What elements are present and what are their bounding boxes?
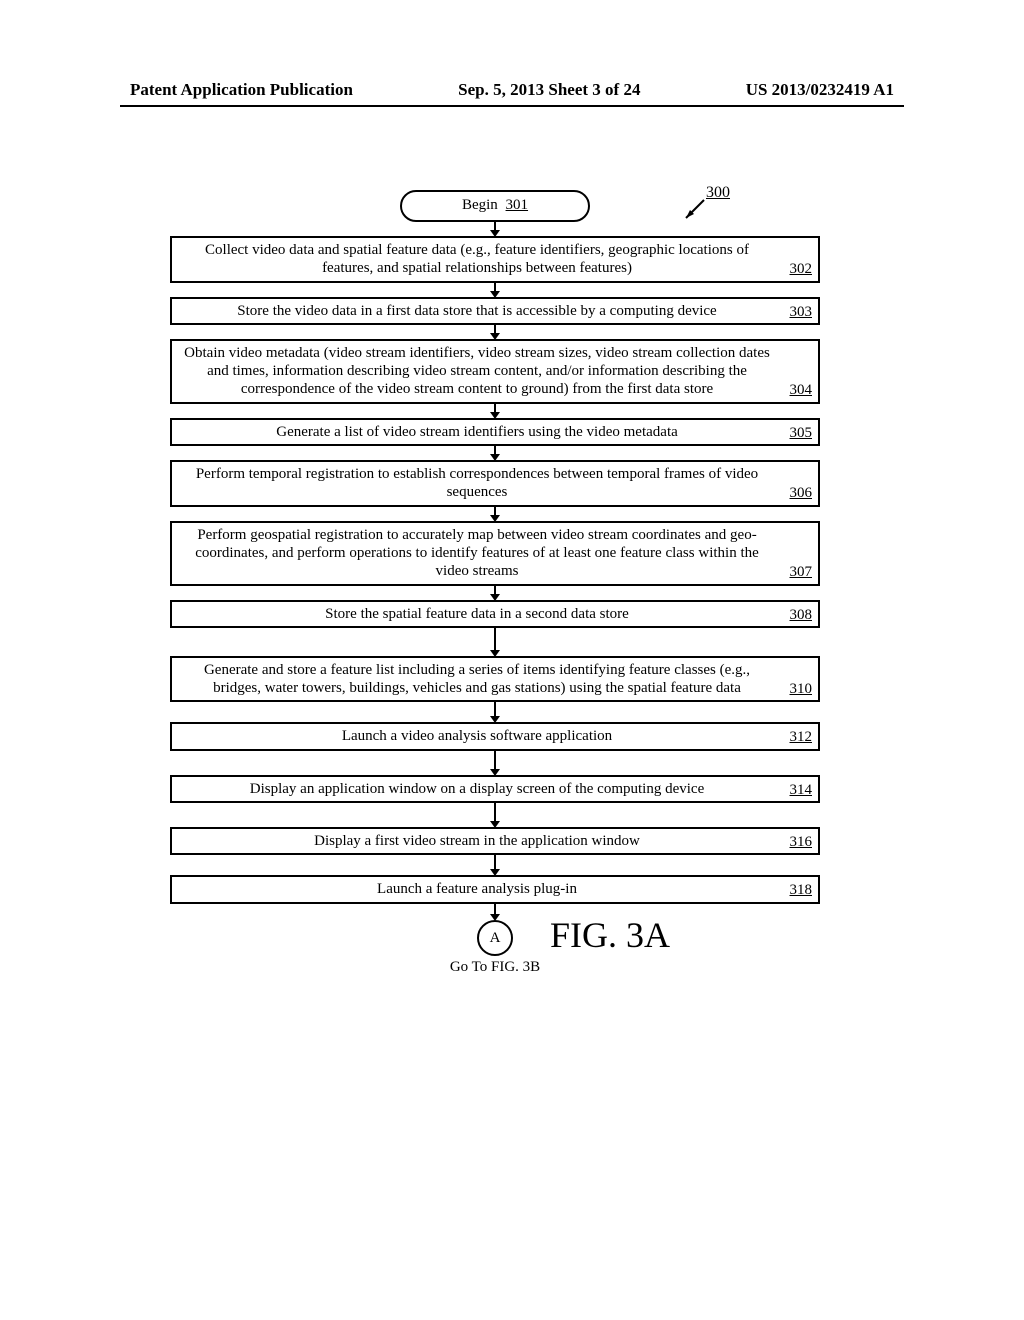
step-num: 307: [790, 563, 813, 581]
header-left: Patent Application Publication: [130, 80, 353, 100]
step-text: Generate and store a feature list includ…: [204, 662, 750, 696]
step-text: Generate a list of video stream identifi…: [276, 424, 678, 440]
arrow-icon: [170, 802, 820, 828]
step-318: Launch a feature analysis plug-in 318: [170, 875, 820, 903]
arrow-icon: [170, 854, 820, 876]
arrow-icon: [170, 750, 820, 776]
arrow-icon: [170, 585, 820, 601]
arrow-icon: [170, 701, 820, 723]
step-num: 308: [790, 606, 813, 624]
header-right: US 2013/0232419 A1: [746, 80, 894, 100]
header-center: Sep. 5, 2013 Sheet 3 of 24: [458, 80, 640, 100]
step-305: Generate a list of video stream identifi…: [170, 418, 820, 446]
step-316: Display a first video stream in the appl…: [170, 827, 820, 855]
step-text: Launch a video analysis software applica…: [342, 728, 612, 744]
step-text: Perform geospatial registration to accur…: [195, 527, 759, 580]
step-text: Store the spatial feature data in a seco…: [325, 606, 629, 622]
step-text: Store the video data in a first data sto…: [237, 303, 716, 319]
step-text: Obtain video metadata (video stream iden…: [184, 345, 770, 398]
step-text: Display a first video stream in the appl…: [314, 833, 640, 849]
step-num: 310: [790, 680, 813, 698]
flow-bottom: A FIG. 3A Go To FIG. 3B: [170, 920, 820, 976]
step-307: Perform geospatial registration to accur…: [170, 521, 820, 586]
begin-num: 301: [506, 197, 529, 213]
ref-arrow-icon: [682, 198, 708, 224]
arrow-icon: [170, 282, 820, 298]
flow-ref-300: 300: [706, 184, 730, 202]
arrow-icon: [170, 324, 820, 340]
step-num: 314: [790, 781, 813, 799]
figure-label: FIG. 3A: [550, 914, 670, 956]
step-num: 304: [790, 381, 813, 399]
step-312: Launch a video analysis software applica…: [170, 722, 820, 750]
step-num: 306: [790, 484, 813, 502]
header-rule: [120, 105, 904, 107]
step-text: Perform temporal registration to establi…: [196, 466, 758, 500]
step-310: Generate and store a feature list includ…: [170, 656, 820, 703]
step-text: Collect video data and spatial feature d…: [205, 242, 749, 276]
step-302: Collect video data and spatial feature d…: [170, 236, 820, 283]
patent-page: Patent Application Publication Sep. 5, 2…: [0, 0, 1024, 1320]
arrow-icon: [170, 221, 820, 237]
begin-node: Begin 301: [400, 190, 590, 222]
step-text: Launch a feature analysis plug-in: [377, 881, 577, 897]
step-308: Store the spatial feature data in a seco…: [170, 600, 820, 628]
step-303: Store the video data in a first data sto…: [170, 297, 820, 325]
page-header: Patent Application Publication Sep. 5, 2…: [0, 80, 1024, 100]
step-num: 318: [790, 881, 813, 899]
step-num: 303: [790, 303, 813, 321]
step-text: Display an application window on a displ…: [250, 781, 704, 797]
goto-text: Go To FIG. 3B: [170, 959, 820, 976]
step-306: Perform temporal registration to establi…: [170, 460, 820, 507]
begin-label: Begin: [462, 197, 498, 213]
step-num: 316: [790, 833, 813, 851]
connector-a: A: [477, 920, 513, 956]
step-num: 305: [790, 424, 813, 442]
arrow-icon: [170, 445, 820, 461]
connector-label: A: [490, 930, 501, 946]
arrow-icon: [170, 403, 820, 419]
flowchart-container: 300 Begin 301 Collect video data and spa…: [170, 190, 820, 976]
arrow-icon: [170, 903, 820, 921]
step-314: Display an application window on a displ…: [170, 775, 820, 803]
step-num: 302: [790, 260, 813, 278]
arrow-icon: [170, 627, 820, 657]
step-num: 312: [790, 728, 813, 746]
step-304: Obtain video metadata (video stream iden…: [170, 339, 820, 404]
arrow-icon: [170, 506, 820, 522]
